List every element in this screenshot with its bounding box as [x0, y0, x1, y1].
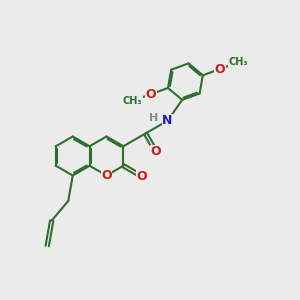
Text: O: O	[136, 170, 147, 183]
Text: O: O	[146, 88, 156, 100]
Text: O: O	[151, 145, 161, 158]
Text: O: O	[101, 169, 112, 182]
Text: CH₃: CH₃	[228, 58, 248, 68]
Text: O: O	[214, 63, 225, 76]
Text: N: N	[162, 114, 173, 127]
Text: CH₃: CH₃	[123, 96, 142, 106]
Text: H: H	[149, 113, 159, 123]
